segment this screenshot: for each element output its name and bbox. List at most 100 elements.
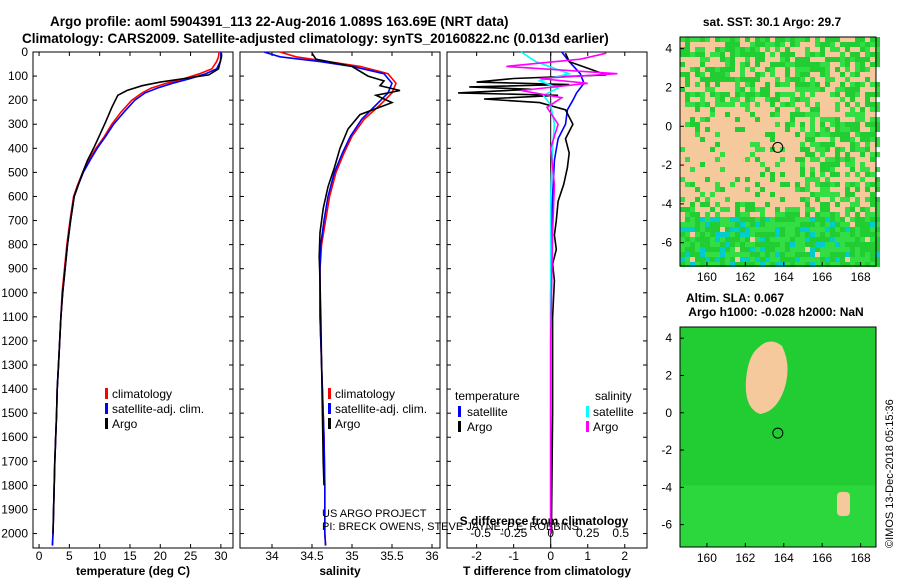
sst-map-cell xyxy=(830,162,835,167)
sst-map-cell xyxy=(780,222,785,227)
sst-map-cell xyxy=(855,202,860,207)
sst-map-cell xyxy=(815,197,820,202)
sst-map-cell xyxy=(825,182,830,187)
sst-map-cell xyxy=(840,197,845,202)
sst-map-cell xyxy=(760,252,765,257)
sst-map-cell xyxy=(760,237,765,242)
sst-map-cell xyxy=(760,262,765,267)
sst-map-cell xyxy=(795,132,800,137)
sst-map-cell xyxy=(785,242,790,247)
sst-map-cell xyxy=(835,252,840,257)
sst-map-cell xyxy=(815,112,820,117)
sst-map-cell xyxy=(700,162,705,167)
sst-map-cell xyxy=(820,142,825,147)
sst-map-cell xyxy=(850,217,855,222)
sst-map-cell xyxy=(805,257,810,262)
sst-map-cell xyxy=(845,232,850,237)
sst-map-cell xyxy=(700,257,705,262)
sst-map-cell xyxy=(725,37,730,42)
diff-xtick-label: 1 xyxy=(584,549,591,563)
sst-map-cell xyxy=(785,232,790,237)
sst-map-cell xyxy=(780,62,785,67)
sst-map-cell xyxy=(820,162,825,167)
sst-map-cell xyxy=(685,242,690,247)
sst-map-cell xyxy=(820,52,825,57)
sst-map-cell xyxy=(830,122,835,127)
sst-map-cell xyxy=(695,37,700,42)
sst-map-cell xyxy=(860,47,865,52)
sst-map-cell xyxy=(735,262,740,267)
sst-map-cell xyxy=(835,242,840,247)
sst-map-cell xyxy=(805,112,810,117)
sst-map-cell xyxy=(815,257,820,262)
sst-map-cell xyxy=(730,262,735,267)
sst-map-cell xyxy=(765,67,770,72)
sst-map-cell xyxy=(870,192,875,197)
sst-map-cell xyxy=(710,192,715,197)
sst-map-cell xyxy=(780,102,785,107)
sst-map-cell xyxy=(865,217,870,222)
sst-map-cell xyxy=(815,87,820,92)
sal-series-argo xyxy=(311,52,401,486)
sst-map-cell xyxy=(740,227,745,232)
sst-map-cell xyxy=(745,262,750,267)
sst-map-cell xyxy=(845,112,850,117)
sst-map-cell xyxy=(695,247,700,252)
sst-map-cell xyxy=(820,87,825,92)
sst-map-cell xyxy=(745,97,750,102)
sst-map-cell xyxy=(845,132,850,137)
sst-map-cell xyxy=(785,102,790,107)
sst-map-cell xyxy=(790,37,795,42)
sst-map-cell xyxy=(835,132,840,137)
sst-map-cell xyxy=(860,82,865,87)
sst-map-cell xyxy=(855,57,860,62)
sst-map-cell xyxy=(725,112,730,117)
sst-map-cell xyxy=(770,222,775,227)
sst-map-cell xyxy=(875,37,880,42)
sst-map-cell xyxy=(815,217,820,222)
sst-map-cell xyxy=(830,47,835,52)
sst-map-cell xyxy=(710,87,715,92)
sst-map-cell xyxy=(855,212,860,217)
diff-xtick-label: 0 xyxy=(547,549,554,563)
sst-map-cell xyxy=(825,37,830,42)
sst-map-cell xyxy=(860,62,865,67)
sst-map-cell xyxy=(705,67,710,72)
sst-map-cell xyxy=(710,112,715,117)
sst-map-cell xyxy=(730,257,735,262)
sst-map-cell xyxy=(725,222,730,227)
sst-map-cell xyxy=(825,127,830,132)
sst-map-cell xyxy=(765,97,770,102)
sst-map-cell xyxy=(840,127,845,132)
sst-map-cell xyxy=(815,262,820,267)
sst-map-cell xyxy=(755,262,760,267)
sst-map-cell xyxy=(800,262,805,267)
sst-map-cell xyxy=(855,127,860,132)
sst-map-cell xyxy=(755,182,760,187)
sst-map-cell xyxy=(775,257,780,262)
sst-map-cell xyxy=(855,52,860,57)
sst-map-cell xyxy=(805,232,810,237)
sst-map-cell xyxy=(805,182,810,187)
sst-map-cell xyxy=(745,57,750,62)
sst-map-cell xyxy=(855,232,860,237)
sst-map-cell xyxy=(700,77,705,82)
sst-map-cell xyxy=(750,142,755,147)
sla-map-frame xyxy=(679,326,877,548)
sst-map-cell xyxy=(715,202,720,207)
sst-map-cell xyxy=(690,252,695,257)
sst-map-cell xyxy=(870,62,875,67)
sst-map-cell xyxy=(800,232,805,237)
sst-map-cell xyxy=(855,87,860,92)
sst-map-cell xyxy=(720,77,725,82)
sst-map-cell xyxy=(830,117,835,122)
sst-map-cell xyxy=(845,162,850,167)
sst-map-cell xyxy=(785,252,790,257)
sst-map-cell xyxy=(700,102,705,107)
sst-map-cell xyxy=(790,122,795,127)
sst-map-cell xyxy=(775,217,780,222)
sst-map-cell xyxy=(740,217,745,222)
sst-map-cell xyxy=(710,252,715,257)
sst-map-cell xyxy=(875,262,880,267)
sst-map-cell xyxy=(775,162,780,167)
